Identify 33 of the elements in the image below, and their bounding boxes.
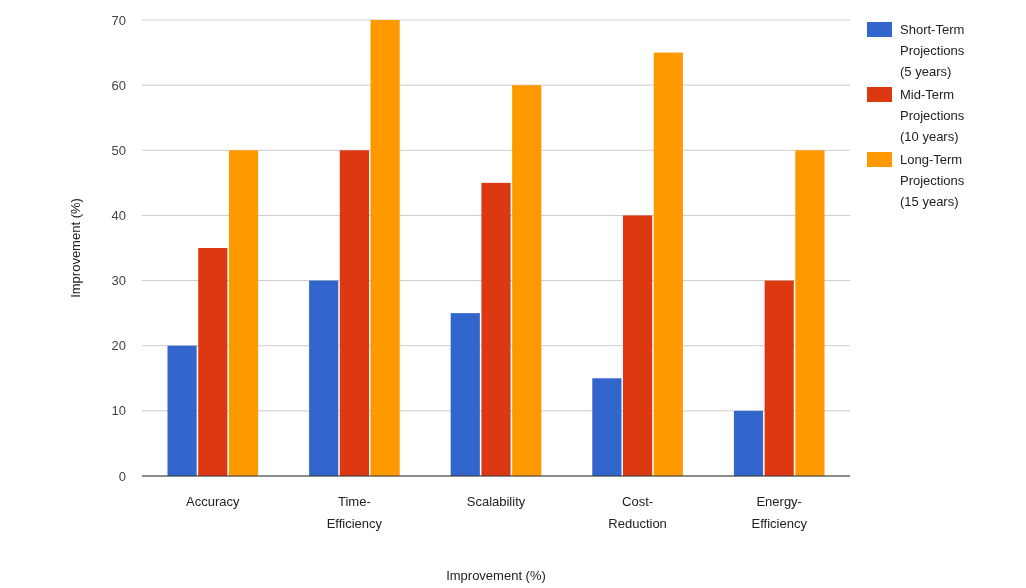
bar xyxy=(653,52,683,476)
bar xyxy=(795,150,825,476)
bar xyxy=(733,410,764,476)
x-tick-label: Cost-Reduction xyxy=(608,494,667,531)
bar xyxy=(512,85,542,476)
y-tick-label: 30 xyxy=(111,273,126,289)
bar xyxy=(623,215,653,476)
bar xyxy=(167,345,197,476)
y-tick-label: 50 xyxy=(111,142,126,158)
bar xyxy=(764,280,794,476)
bar xyxy=(339,150,369,476)
y-tick-label: 0 xyxy=(118,468,126,484)
x-axis-title: Improvement (%) xyxy=(446,568,546,583)
y-tick-label: 10 xyxy=(111,403,126,419)
x-tick-label: Energy-Efficiency xyxy=(751,494,808,531)
bar xyxy=(592,378,622,476)
bar xyxy=(228,150,259,476)
legend-label: Long-Term Projections (15 years) xyxy=(900,152,965,209)
x-tick-label: Time-Efficiency xyxy=(326,494,383,531)
legend-label: Mid-Term Projections (10 years) xyxy=(900,87,965,144)
y-tick-label: 60 xyxy=(111,77,126,93)
bar xyxy=(198,248,228,476)
y-tick-label: 20 xyxy=(111,338,126,354)
bar xyxy=(370,20,400,476)
y-tick-label: 40 xyxy=(111,207,126,223)
bar xyxy=(481,182,511,476)
x-tick-label: Scalability xyxy=(466,494,526,509)
bar xyxy=(450,313,480,476)
bar xyxy=(309,280,339,476)
y-axis-title: Improvement (%) xyxy=(68,198,83,298)
legend-label: Short-Term Projections (5 years) xyxy=(900,22,965,79)
y-tick-label: 70 xyxy=(111,12,126,28)
x-tick-label: Accuracy xyxy=(186,494,241,509)
